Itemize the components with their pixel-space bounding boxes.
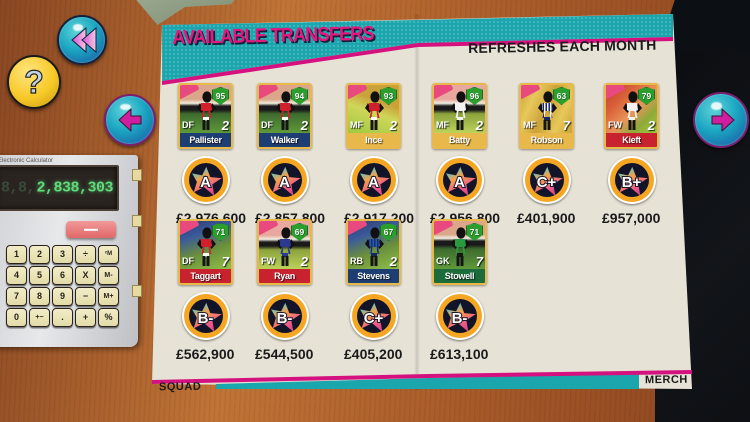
svg-text:?: ?: [24, 64, 44, 100]
